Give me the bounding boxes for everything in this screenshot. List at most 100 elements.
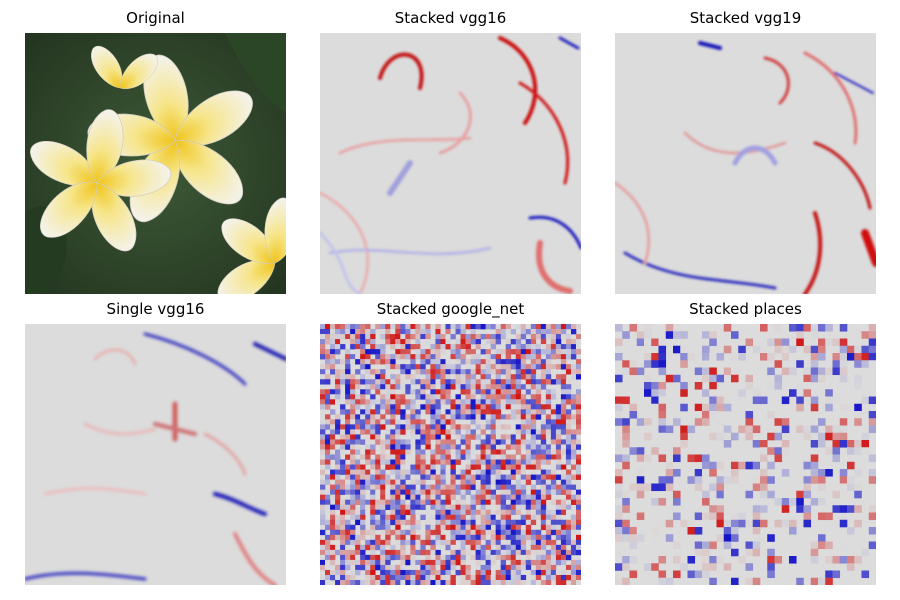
heatmap-cell xyxy=(535,539,542,546)
heatmap-cell xyxy=(430,429,436,435)
heatmap-cell xyxy=(405,414,411,420)
heatmap-cell xyxy=(360,534,366,541)
heatmap-cell xyxy=(380,479,386,485)
heatmap-cell xyxy=(365,449,371,455)
heatmap-cell xyxy=(525,424,532,430)
heatmap-cell xyxy=(505,539,512,546)
heatmap-cell xyxy=(505,389,512,395)
heatmap-cell xyxy=(868,396,876,405)
heatmap-cell xyxy=(651,498,659,506)
heatmap-cell xyxy=(622,527,630,535)
heatmap-cell xyxy=(370,414,376,420)
heatmap-cell xyxy=(320,549,326,556)
heatmap-cell xyxy=(781,425,790,434)
heatmap-cell xyxy=(455,379,461,385)
heatmap-cell xyxy=(560,329,567,335)
heatmap-cell xyxy=(861,498,870,506)
heatmap-cell xyxy=(825,447,833,455)
heatmap-cell xyxy=(345,424,351,430)
heatmap-cell xyxy=(370,524,376,531)
heatmap-cell xyxy=(854,403,862,412)
heatmap-cell xyxy=(716,353,725,361)
heatmap-cell xyxy=(615,476,623,484)
heatmap-cell xyxy=(430,434,436,440)
heatmap-cell xyxy=(390,374,396,380)
heatmap-cell xyxy=(731,577,739,585)
heatmap-cell xyxy=(745,432,754,441)
heatmap-cell xyxy=(515,399,522,405)
heatmap-cell xyxy=(560,349,567,355)
heatmap-cell xyxy=(530,329,537,335)
heatmap-cell xyxy=(385,514,391,521)
heatmap-cell xyxy=(530,384,537,390)
heatmap-cell xyxy=(450,494,456,500)
heatmap-cell xyxy=(854,360,862,368)
heatmap-cell xyxy=(505,339,512,345)
heatmap-cell xyxy=(490,549,496,556)
heatmap-cell xyxy=(687,425,696,434)
heatmap-cell xyxy=(420,379,426,385)
heatmap-cell xyxy=(530,459,537,465)
heatmap-cell xyxy=(796,490,804,499)
heatmap-cell xyxy=(400,444,406,450)
heatmap-cell xyxy=(355,554,361,561)
flower-photo-icon xyxy=(25,33,286,294)
heatmap-cell xyxy=(455,394,461,400)
heatmap-cell xyxy=(825,324,833,332)
heatmap-cell xyxy=(515,464,522,470)
heatmap-cell xyxy=(475,419,481,425)
heatmap-cell xyxy=(350,374,356,380)
heatmap-cell xyxy=(345,389,351,395)
heatmap-cell xyxy=(515,424,522,430)
heatmap-cell xyxy=(495,574,501,581)
heatmap-cell xyxy=(810,548,819,557)
heatmap-cell xyxy=(615,338,623,347)
heatmap-cell xyxy=(495,474,501,480)
heatmap-cell xyxy=(673,440,681,448)
heatmap-cell xyxy=(575,414,581,420)
heatmap-cell xyxy=(535,574,542,581)
heatmap-cell xyxy=(495,369,501,375)
heatmap-cell xyxy=(515,444,522,450)
saliency-map-icon xyxy=(615,324,876,585)
heatmap-cell xyxy=(410,549,416,556)
heatmap-cell xyxy=(440,569,446,576)
heatmap-cell xyxy=(810,374,819,383)
heatmap-cell xyxy=(615,534,623,542)
heatmap-cell xyxy=(500,429,507,435)
heatmap-cell xyxy=(550,529,557,536)
heatmap-cell xyxy=(731,331,739,339)
heatmap-cell xyxy=(405,504,411,511)
heatmap-cell xyxy=(575,579,581,585)
heatmap-cell xyxy=(430,364,436,370)
heatmap-cell xyxy=(535,324,542,330)
heatmap-cell xyxy=(495,424,501,430)
heatmap-cell xyxy=(425,529,431,536)
heatmap-cell xyxy=(435,524,441,531)
heatmap-cell xyxy=(470,429,476,435)
heatmap-cell xyxy=(325,439,331,445)
heatmap-cell xyxy=(335,519,341,526)
heatmap-cell xyxy=(410,429,416,435)
heatmap-cell xyxy=(345,489,351,495)
heatmap-cell xyxy=(475,389,481,395)
heatmap-cell xyxy=(658,382,667,390)
heatmap-cell xyxy=(355,564,361,571)
heatmap-cell xyxy=(390,554,396,561)
heatmap-cell xyxy=(395,399,401,405)
heatmap-cell xyxy=(420,559,426,566)
heatmap-cell xyxy=(440,439,446,445)
heatmap-cell xyxy=(615,374,623,383)
heatmap-cell xyxy=(425,524,431,531)
heatmap-cell xyxy=(430,494,436,500)
heatmap-cell xyxy=(355,394,361,400)
heatmap-cell xyxy=(360,499,366,505)
heatmap-cell xyxy=(550,334,557,340)
heatmap-cell xyxy=(847,440,855,448)
heatmap-cell xyxy=(530,549,537,556)
heatmap-cell xyxy=(410,514,416,521)
heatmap-cell xyxy=(480,399,486,405)
heatmap-cell xyxy=(385,529,391,536)
heatmap-cell xyxy=(810,324,819,332)
heatmap-cell xyxy=(335,399,341,405)
